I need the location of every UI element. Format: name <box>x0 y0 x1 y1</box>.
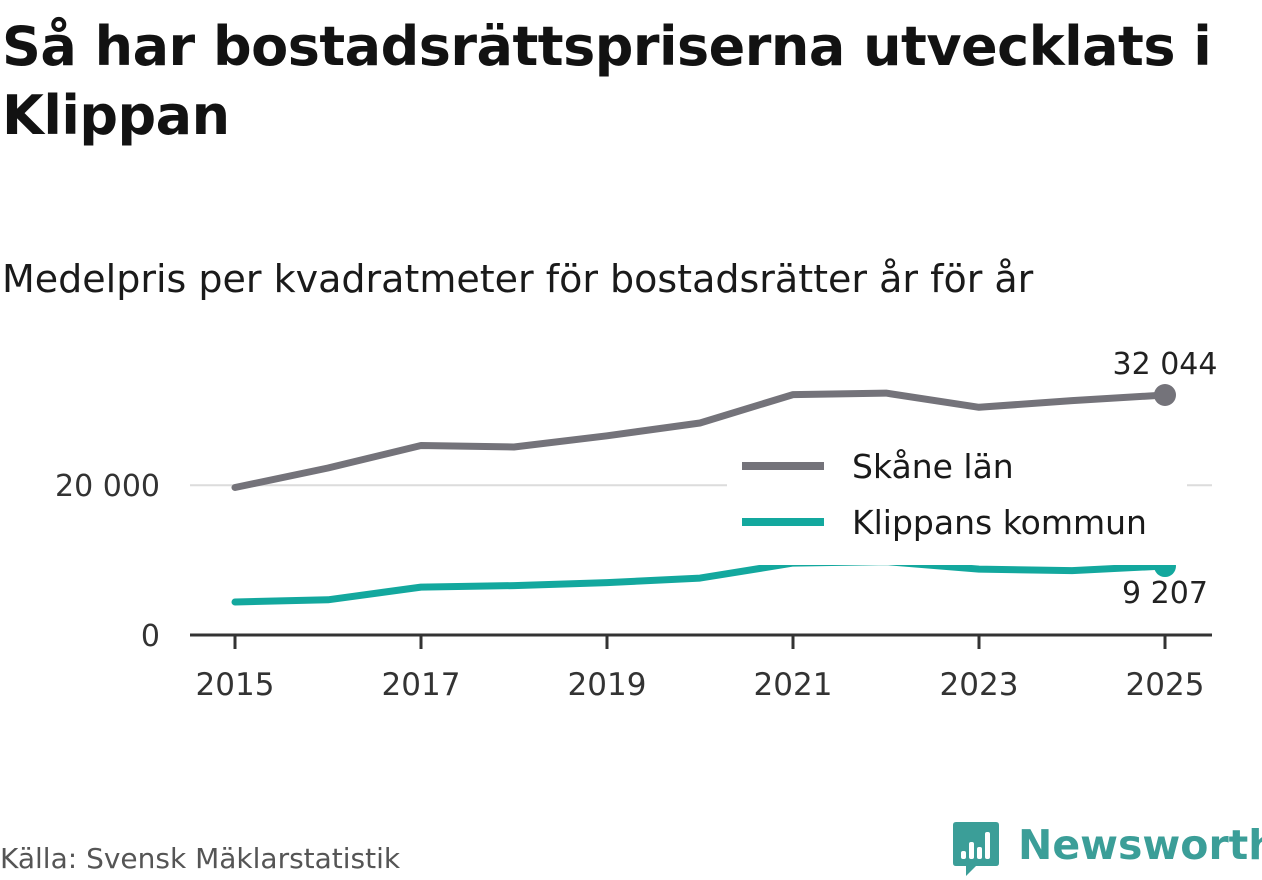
source-note: Källa: Svensk Mäklarstatistik <box>0 842 401 875</box>
brand-name: Newsworthy <box>1018 821 1262 869</box>
x-tick-label: 2021 <box>754 667 833 703</box>
chart-axes: 0 20 000 2015 2017 2019 2021 2023 2025 <box>55 469 1212 703</box>
x-tick-label: 2025 <box>1126 667 1205 703</box>
bar-chart-speech-bubble-icon <box>953 822 999 876</box>
x-tick-label: 2019 <box>568 667 647 703</box>
legend-label: Skåne län <box>852 447 1014 486</box>
chart-legend: Skåne län Klippans kommun <box>727 441 1187 565</box>
chart-title: Så har bostadsrättspriserna utvecklats i… <box>2 15 1212 147</box>
chart-subtitle: Medelpris per kvadratmeter för bostadsrä… <box>2 257 1034 301</box>
chart-series: 32 044 9 207 <box>231 347 1218 611</box>
data-label: 9 207 <box>1122 576 1208 611</box>
x-tick-label: 2017 <box>382 667 461 703</box>
legend-background <box>727 441 1187 565</box>
series-line <box>231 558 1169 606</box>
x-tick-label: 2023 <box>940 667 1019 703</box>
y-tick-label: 0 <box>141 619 160 654</box>
series-line <box>231 389 1169 491</box>
series-end-marker <box>1154 384 1176 406</box>
y-tick-label: 20 000 <box>55 469 160 504</box>
legend-label: Klippans kommun <box>852 503 1147 542</box>
data-label: 32 044 <box>1113 347 1218 382</box>
x-tick-label: 2015 <box>196 667 275 703</box>
